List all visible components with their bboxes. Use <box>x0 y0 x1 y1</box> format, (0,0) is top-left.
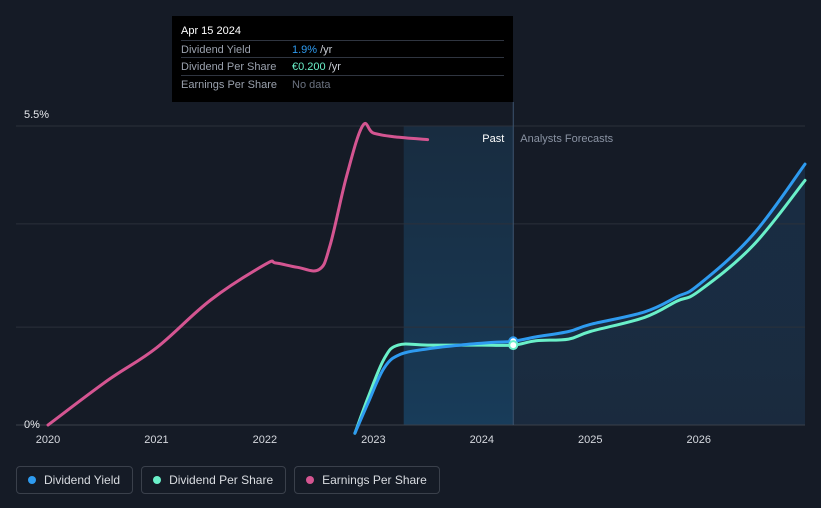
x-tick-label: 2022 <box>253 434 277 446</box>
tooltip-row-dividend-yield: Dividend Yield 1.9%/yr <box>181 40 504 58</box>
legend-earnings-per-share[interactable]: Earnings Per Share <box>294 466 440 494</box>
forecast-area <box>513 164 805 425</box>
tooltip-date: Apr 15 2024 <box>181 25 241 37</box>
y-tick-label: 0% <box>24 419 40 431</box>
past-region-shade <box>403 126 514 425</box>
tooltip-value-unit: /yr <box>320 44 333 56</box>
tooltip-value: 1.9%/yr <box>292 44 332 56</box>
tooltip-value: No data <box>292 79 331 91</box>
tooltip-label: Earnings Per Share <box>181 79 277 91</box>
legend-label: Dividend Per Share <box>169 473 274 487</box>
x-tick-label: 2021 <box>144 434 168 446</box>
dividend-yield-line <box>353 162 807 435</box>
tooltip-value-number: 1.9% <box>292 44 318 56</box>
dividend-per-share-line <box>353 178 807 435</box>
tooltip-value: €0.200/yr <box>292 61 341 73</box>
tooltip-value-unit: /yr <box>328 61 341 73</box>
x-tick-label: 2023 <box>361 434 385 446</box>
tooltip-label: Dividend Per Share <box>181 61 277 73</box>
dividend-per-share-marker <box>508 340 519 351</box>
earnings-per-share-line <box>46 121 430 427</box>
tooltip-row-earnings-per-share: Earnings Per Share No data <box>181 75 504 93</box>
legend: Dividend Yield Dividend Per Share Earnin… <box>16 466 440 494</box>
tooltip: Apr 15 2024 Dividend Yield 1.9%/yr Divid… <box>172 16 513 102</box>
legend-dot-icon <box>28 476 36 484</box>
x-tick-label: 2025 <box>578 434 602 446</box>
legend-label: Earnings Per Share <box>322 473 427 487</box>
legend-label: Dividend Yield <box>44 473 121 487</box>
tooltip-label: Dividend Yield <box>181 44 251 56</box>
legend-dot-icon <box>153 476 162 484</box>
tooltip-row-dividend-per-share: Dividend Per Share €0.200/yr <box>181 57 504 75</box>
y-tick-label: 5.5% <box>24 109 49 121</box>
x-tick-label: 2024 <box>470 434 494 446</box>
legend-dividend-yield[interactable]: Dividend Yield <box>16 466 134 494</box>
past-label: Past <box>482 133 504 145</box>
legend-dividend-per-share[interactable]: Dividend Per Share <box>141 466 287 494</box>
legend-dot-icon <box>306 476 315 484</box>
x-tick-label: 2026 <box>686 434 710 446</box>
forecast-label: Analysts Forecasts <box>520 133 613 145</box>
tooltip-value-number: €0.200 <box>292 61 326 73</box>
x-tick-label: 2020 <box>36 434 60 446</box>
